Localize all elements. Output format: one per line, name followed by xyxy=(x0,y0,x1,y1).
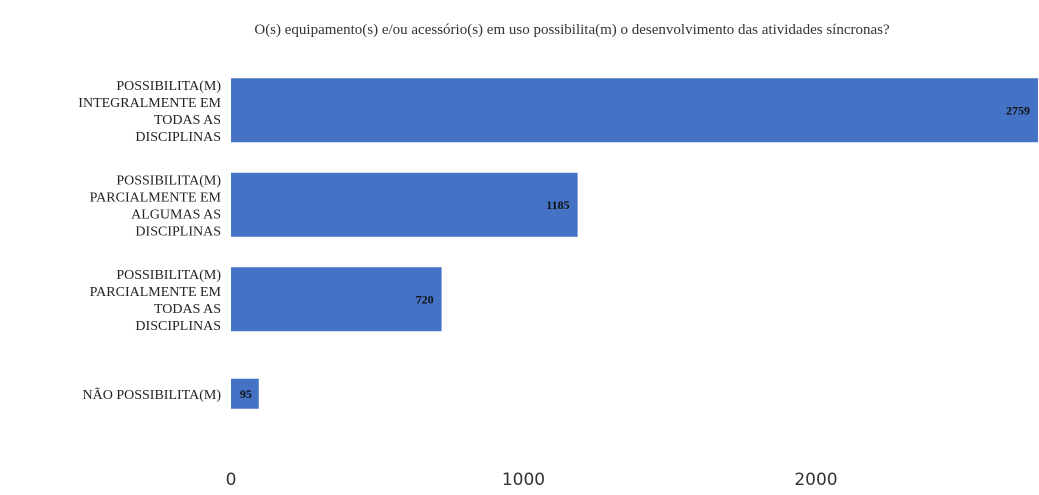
category-label-2: POSSIBILITA(M) PARCIALMENTE EM ALGUMAS AS D… xyxy=(90,173,222,239)
category-label-line: DISCIPLINAS xyxy=(135,130,221,145)
bars-layer xyxy=(231,78,1038,409)
category-label-line: INTEGRALMENTE EM xyxy=(78,96,221,111)
category-label-line: POSSIBILITA(M) xyxy=(116,79,221,94)
category-label-line: PARCIALMENTE EM xyxy=(90,190,222,205)
bar-1 xyxy=(231,78,1038,143)
category-label-line: DISCIPLINAS xyxy=(135,319,221,334)
x-tick-label-0: 0 xyxy=(226,470,237,490)
value-label-2: 1185 xyxy=(546,198,569,212)
bar-2 xyxy=(231,172,578,237)
x-axis-ticks: 0 1000 2000 xyxy=(226,470,838,490)
category-label-1: POSSIBILITA(M) INTEGRALMENTE EM TODAS AS DI… xyxy=(78,79,221,145)
value-label-4: 95 xyxy=(240,387,252,401)
value-labels: 2759 1185 720 95 xyxy=(240,103,1030,401)
category-label-line: TODAS AS xyxy=(154,302,221,317)
bar-3 xyxy=(231,267,442,332)
category-label-line: TODAS AS xyxy=(154,113,221,128)
category-label-line: POSSIBILITA(M) xyxy=(116,173,221,188)
x-tick-label-1000: 1000 xyxy=(502,470,545,490)
category-label-line: NÃO POSSIBILITA(M) xyxy=(83,387,222,403)
category-labels: POSSIBILITA(M) INTEGRALMENTE EM TODAS AS DI… xyxy=(78,79,221,403)
category-label-line: DISCIPLINAS xyxy=(135,224,221,239)
chart-title: O(s) equipamento(s) e/ou acessório(s) em… xyxy=(254,22,890,38)
value-label-1: 2759 xyxy=(1006,103,1030,117)
category-label-4: NÃO POSSIBILITA(M) xyxy=(83,387,222,403)
category-label-line: ALGUMAS AS xyxy=(131,207,221,222)
x-tick-label-2000: 2000 xyxy=(794,470,837,490)
category-label-3: POSSIBILITA(M) PARCIALMENTE EM TODAS AS DIS… xyxy=(90,268,222,334)
category-label-line: POSSIBILITA(M) xyxy=(116,268,221,283)
value-label-3: 720 xyxy=(416,292,434,306)
category-label-line: PARCIALMENTE EM xyxy=(90,285,222,300)
bar-4 xyxy=(231,378,259,409)
